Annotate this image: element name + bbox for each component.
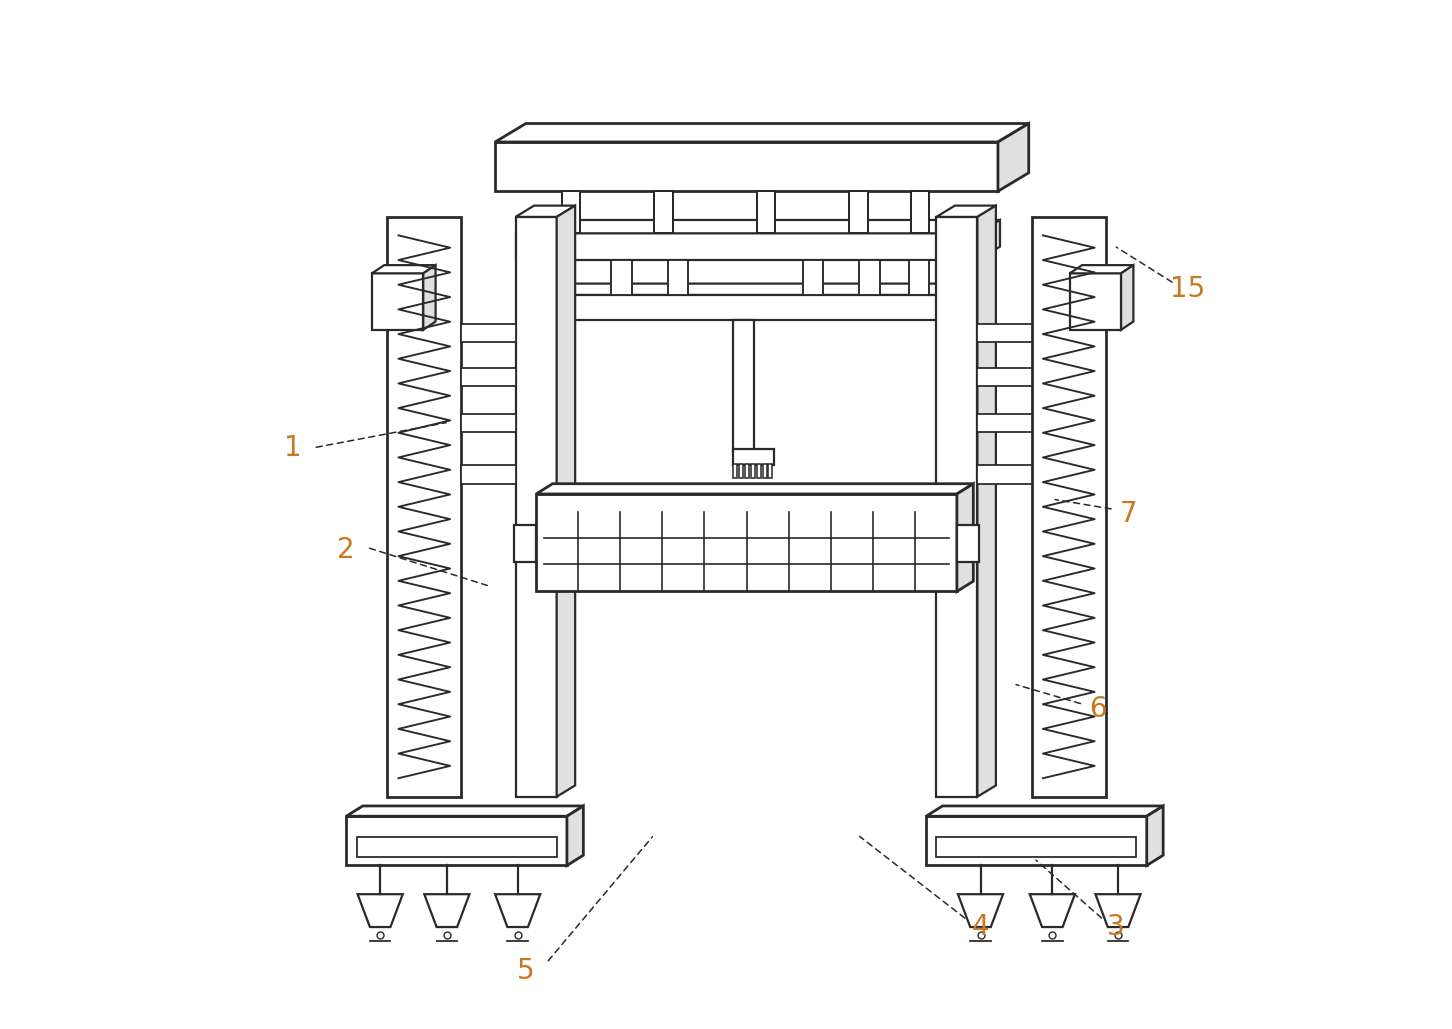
Text: 15: 15 [1170, 275, 1205, 303]
Bar [977, 465, 1032, 484]
Polygon shape [1121, 265, 1134, 329]
Bar [536, 494, 957, 592]
Bar [739, 464, 743, 477]
Polygon shape [957, 484, 973, 592]
Text: 7: 7 [1119, 500, 1137, 529]
Bar [957, 525, 980, 562]
Bar [526, 295, 967, 320]
Bar [756, 464, 761, 477]
Bar [937, 217, 977, 796]
Bar [803, 260, 823, 295]
Bar [756, 191, 775, 234]
Polygon shape [1147, 806, 1163, 865]
Text: 3: 3 [1106, 913, 1125, 942]
Bar [733, 464, 738, 477]
Bar [1032, 217, 1106, 796]
Polygon shape [1095, 894, 1141, 927]
Bar [655, 191, 672, 234]
Bar [562, 191, 581, 234]
Text: 4: 4 [971, 913, 989, 942]
Bar [977, 414, 1032, 432]
Bar [977, 367, 1032, 386]
Bar [611, 260, 632, 295]
Polygon shape [1070, 265, 1134, 274]
Bar [926, 816, 1147, 865]
Polygon shape [977, 220, 1000, 260]
Bar [937, 837, 1137, 857]
Bar [977, 324, 1032, 342]
Text: 2: 2 [337, 536, 356, 565]
Bar [555, 260, 575, 295]
Bar [1070, 274, 1121, 329]
Polygon shape [977, 206, 996, 796]
Bar [733, 449, 774, 465]
Bar [762, 464, 767, 477]
Polygon shape [556, 206, 575, 796]
Bar [462, 324, 515, 342]
Polygon shape [998, 123, 1028, 191]
Bar [515, 234, 977, 260]
Text: 6: 6 [1089, 696, 1106, 723]
Bar [346, 816, 566, 865]
Bar [495, 142, 998, 191]
Polygon shape [937, 206, 996, 217]
Polygon shape [566, 806, 584, 865]
Bar [751, 464, 755, 477]
Bar [515, 217, 556, 796]
Polygon shape [495, 123, 1028, 142]
Bar [909, 260, 929, 295]
Bar [357, 837, 556, 857]
Polygon shape [515, 206, 575, 217]
Polygon shape [495, 894, 540, 927]
Bar [462, 367, 515, 386]
Polygon shape [526, 284, 986, 295]
Polygon shape [958, 894, 1003, 927]
Bar [745, 464, 749, 477]
Bar [668, 260, 688, 295]
Bar [372, 274, 424, 329]
Polygon shape [536, 484, 973, 494]
Polygon shape [346, 806, 584, 816]
Bar [849, 191, 868, 234]
Bar [462, 414, 515, 432]
Text: 1: 1 [285, 434, 302, 462]
Polygon shape [1029, 894, 1074, 927]
Bar [733, 320, 754, 453]
Polygon shape [967, 284, 986, 320]
Bar [514, 525, 536, 562]
Polygon shape [372, 265, 436, 274]
Polygon shape [357, 894, 402, 927]
Bar [388, 217, 462, 796]
Bar [860, 260, 880, 295]
Bar [910, 191, 929, 234]
Polygon shape [424, 265, 436, 329]
Polygon shape [515, 220, 1000, 234]
Bar [768, 464, 772, 477]
Bar [462, 465, 515, 484]
Polygon shape [926, 806, 1163, 816]
Polygon shape [424, 894, 469, 927]
Text: 5: 5 [517, 957, 534, 985]
